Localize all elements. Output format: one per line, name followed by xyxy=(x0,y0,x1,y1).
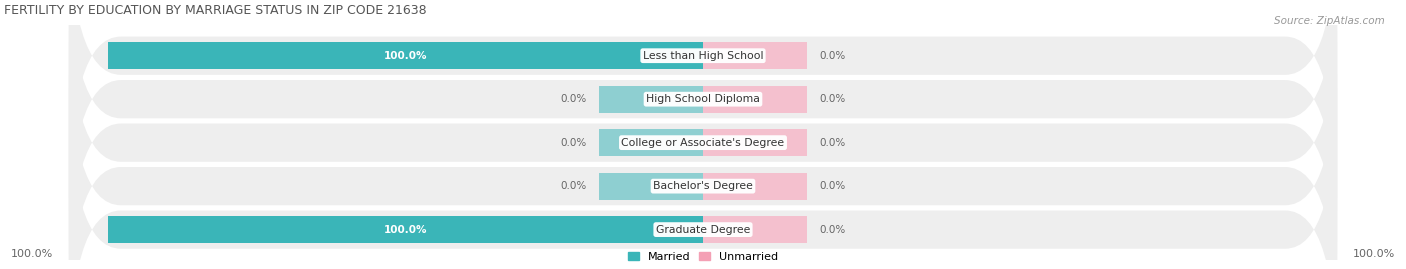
Bar xyxy=(599,129,703,156)
Bar xyxy=(703,216,807,243)
Text: College or Associate's Degree: College or Associate's Degree xyxy=(621,138,785,148)
Bar xyxy=(599,216,703,243)
Bar xyxy=(703,86,807,113)
Bar xyxy=(599,173,703,200)
Text: Source: ZipAtlas.com: Source: ZipAtlas.com xyxy=(1274,16,1385,26)
Text: Less than High School: Less than High School xyxy=(643,51,763,61)
Text: 100.0%: 100.0% xyxy=(11,249,53,259)
FancyBboxPatch shape xyxy=(69,0,1337,210)
Bar xyxy=(599,86,703,113)
Text: 0.0%: 0.0% xyxy=(820,138,846,148)
Bar xyxy=(599,42,703,69)
Text: FERTILITY BY EDUCATION BY MARRIAGE STATUS IN ZIP CODE 21638: FERTILITY BY EDUCATION BY MARRIAGE STATU… xyxy=(4,4,427,17)
FancyBboxPatch shape xyxy=(69,0,1337,269)
Text: 100.0%: 100.0% xyxy=(384,225,427,235)
FancyBboxPatch shape xyxy=(69,31,1337,269)
Text: 0.0%: 0.0% xyxy=(820,51,846,61)
Bar xyxy=(703,173,807,200)
Bar xyxy=(703,42,807,69)
Text: 100.0%: 100.0% xyxy=(384,51,427,61)
Text: 0.0%: 0.0% xyxy=(820,94,846,104)
Text: 0.0%: 0.0% xyxy=(560,94,586,104)
Legend: Married, Unmarried: Married, Unmarried xyxy=(624,247,782,266)
FancyBboxPatch shape xyxy=(69,75,1337,269)
Text: Graduate Degree: Graduate Degree xyxy=(655,225,751,235)
FancyBboxPatch shape xyxy=(69,0,1337,254)
Text: High School Diploma: High School Diploma xyxy=(647,94,759,104)
Bar xyxy=(108,216,703,243)
Text: 0.0%: 0.0% xyxy=(560,138,586,148)
Bar xyxy=(108,42,703,69)
Text: 0.0%: 0.0% xyxy=(820,225,846,235)
Text: 100.0%: 100.0% xyxy=(1353,249,1395,259)
Text: Bachelor's Degree: Bachelor's Degree xyxy=(652,181,754,191)
Bar xyxy=(703,129,807,156)
Text: 0.0%: 0.0% xyxy=(560,181,586,191)
Text: 0.0%: 0.0% xyxy=(820,181,846,191)
